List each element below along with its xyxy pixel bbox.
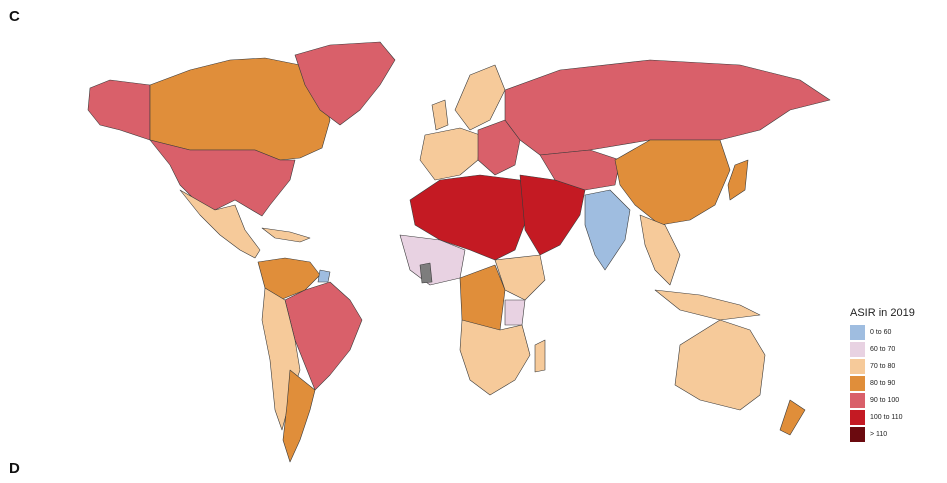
- legend-label: 80 to 90: [870, 380, 896, 387]
- region-argentina: [282, 369, 316, 463]
- legend-swatch: [850, 393, 865, 408]
- region-usa: [149, 139, 296, 217]
- region-middle-east: [519, 174, 586, 256]
- legend-label: 100 to 110: [870, 414, 903, 421]
- panel-label-d: D: [9, 460, 20, 477]
- region-uk: [431, 99, 449, 131]
- region-southern-africa: [459, 319, 531, 396]
- panel-label-c: C: [9, 8, 20, 25]
- legend-swatch: [850, 410, 865, 425]
- legend-item: 90 to 100: [850, 392, 928, 409]
- region-japan: [727, 159, 749, 201]
- legend-label: 60 to 70: [870, 346, 896, 353]
- region-brazil: [284, 281, 363, 391]
- region-guianas: [317, 269, 331, 283]
- region-tanzania: [504, 299, 526, 326]
- legend-swatch: [850, 427, 865, 442]
- region-australia: [674, 319, 766, 411]
- legend-label: > 110: [870, 431, 888, 438]
- legend-swatch: [850, 325, 865, 340]
- legend-item: > 110: [850, 426, 928, 443]
- region-mexico-central-america: [179, 189, 261, 259]
- region-western-europe: [419, 127, 481, 181]
- legend-item: 100 to 110: [850, 409, 928, 426]
- legend-label: 0 to 60: [870, 329, 892, 336]
- legend-item: 60 to 70: [850, 341, 928, 358]
- region-china: [614, 139, 731, 226]
- region-caribbean: [261, 227, 311, 243]
- legend-swatch: [850, 359, 865, 374]
- region-greenland: [294, 41, 396, 126]
- legend: ASIR in 2019 0 to 60 60 to 70 70 to 80 8…: [850, 307, 928, 443]
- region-indonesia: [654, 289, 761, 321]
- legend-label: 70 to 80: [870, 363, 896, 370]
- legend-item: 0 to 60: [850, 324, 928, 341]
- region-madagascar: [534, 339, 546, 373]
- region-alaska: [87, 79, 151, 141]
- region-sierra-leone: [419, 262, 433, 284]
- region-north-africa: [409, 174, 531, 261]
- region-russia: [504, 59, 831, 156]
- legend-item: 80 to 90: [850, 375, 928, 392]
- legend-title: ASIR in 2019: [850, 307, 915, 319]
- region-scandinavia: [454, 64, 506, 131]
- legend-swatch: [850, 342, 865, 357]
- region-southeast-asia: [639, 214, 681, 286]
- region-new-zealand: [779, 399, 806, 436]
- legend-swatch: [850, 376, 865, 391]
- region-east-africa: [494, 254, 546, 301]
- region-india: [584, 189, 631, 271]
- legend-label: 90 to 100: [870, 397, 900, 404]
- legend-item: 70 to 80: [850, 358, 928, 375]
